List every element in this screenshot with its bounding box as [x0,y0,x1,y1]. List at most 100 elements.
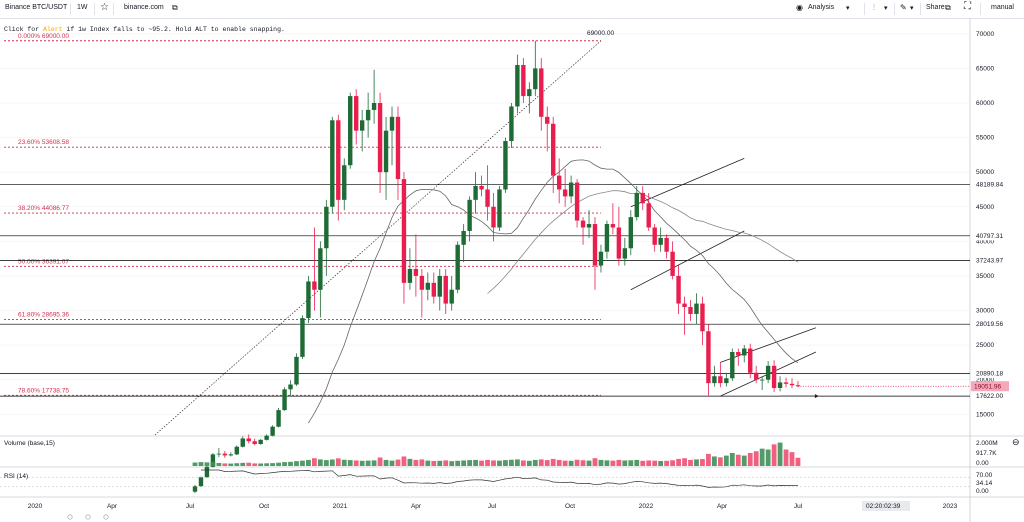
price-level-tag-bg [971,369,1009,379]
share-icon[interactable]: ⧉ [945,3,951,12]
alert-link[interactable]: Alert [43,26,63,33]
candle-body [503,141,508,190]
volume-bar [282,462,287,466]
rsi-tick-label: 0.00 [976,488,989,495]
indicators-icon[interactable]: ⫶ [873,3,875,12]
trend-drawings[interactable] [630,157,819,399]
candle-body [777,382,783,388]
candle-body [658,237,663,245]
interval-button[interactable]: 1W [77,4,88,11]
candle-body [473,186,478,200]
trend-channel-line [630,230,745,291]
volume-bar [706,453,711,466]
candle-body [640,192,645,204]
candle-body [365,109,371,121]
toolbar-divider [920,3,921,15]
candle-body [622,248,628,259]
volume-bar [676,458,681,466]
volume-bar [520,460,526,466]
fib-level-label: 23.60% 53608.58 [18,139,69,146]
external-link-icon[interactable]: ⧉ [172,3,178,12]
volume-bar [694,459,699,466]
candle-body [652,227,657,245]
candle-body [294,356,299,385]
volume-tick-label: 0.00 [976,460,989,467]
volume-bar [717,457,723,466]
horizontal-levels[interactable] [0,184,970,397]
candle-body [730,352,735,379]
time-axis[interactable]: 2020AprJulOct2021AprJulOct2022AprJulOct2… [28,437,1020,520]
hint-suffix: if 1w Index falls to ~95.2. Hold ALT to … [62,26,285,33]
volume-bar [526,460,532,466]
volume-bar [192,462,198,466]
volume-bar [723,455,729,466]
volume-bar [538,459,544,466]
scroll-handle-icon [103,514,109,520]
volume-bar [670,460,675,466]
price-level-tag-bg [971,255,1009,265]
candle-body [712,376,717,384]
toolbar-divider [894,3,895,15]
candle-body [258,439,263,444]
candle-body [592,224,598,266]
candle-body [407,269,413,283]
candle-body [586,224,592,228]
fib-level-label: 0.000% 69000.00 [18,33,69,40]
price-level-tag: 17622.00 [976,393,1003,400]
candle-body [515,64,520,107]
volume-bar [389,460,395,466]
time-tick-label: Jul [488,503,497,510]
volume-pane: Volume (base,15) 2.000M 917.7K 0.00 [4,440,998,467]
price-level-tag: 40797.31 [976,233,1003,240]
volume-bar [634,459,640,466]
clock-bg [862,501,910,511]
pencil-icon[interactable]: ✎ [900,3,907,12]
price-axis[interactable]: 70000 65000 60000 55000 50000 45000 40000 35000… [797,31,1009,418]
candle-body [324,206,329,249]
volume-bar [347,460,353,466]
chevron-down-icon[interactable]: ▾ [846,5,850,12]
chevron-down-icon[interactable]: ▾ [910,5,914,12]
toolbar-divider [113,3,114,15]
volume-bar [431,460,437,466]
volume-bar [574,459,580,466]
candle-body [682,303,687,308]
price-tick-label: 55000 [976,135,994,142]
candle-body [724,378,729,384]
chevron-down-icon[interactable]: ▾ [884,5,888,12]
volume-bar [747,453,753,466]
candle-body [628,217,634,249]
star-icon[interactable]: ☆ [100,2,109,13]
rsi-line [201,469,798,488]
price-level-tag-bg [971,319,1009,329]
candle-body [509,106,514,142]
volume-bar [789,452,795,466]
fullscreen-icon[interactable]: ⛶ [964,1,971,12]
moving-averages [308,159,799,424]
time-tick-label: 2023 [943,503,958,510]
candle-body [306,281,311,319]
volume-bar [604,460,610,466]
candle-body [216,453,222,455]
time-tick-label: Jul [186,503,195,510]
manual-mode-button[interactable]: manual [991,4,1014,11]
volume-bar [312,458,317,466]
price-tick-label: 20000 [976,377,994,384]
analysis-button[interactable]: Analysis [808,4,835,11]
volume-bar [503,460,508,466]
candle-body [765,365,771,380]
volume-bar [306,459,311,466]
domain-link[interactable]: binance.com [124,4,164,11]
volume-bar [425,460,431,466]
price-level-tag: 37243.97 [976,257,1003,264]
price-tick-label: 50000 [976,169,994,176]
candle-body [413,269,419,276]
eye-icon[interactable]: ◉ [796,3,803,12]
share-button[interactable]: Share [926,4,945,11]
candle-body [204,466,210,478]
fib-trend-line [154,40,602,436]
volume-bar [395,459,401,466]
rsi-label: RSI (14) [4,473,28,480]
symbol-button[interactable]: Binance BTC/USDT [5,4,68,11]
